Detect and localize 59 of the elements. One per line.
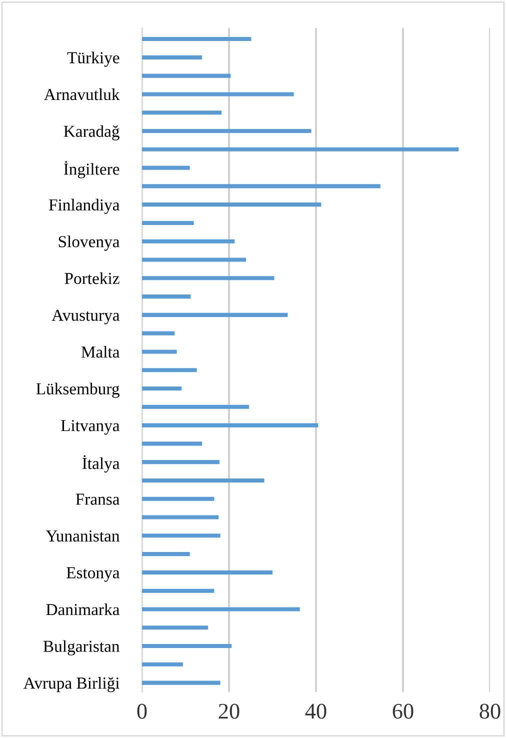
bar: [142, 442, 202, 446]
x-tick-label: 80: [480, 704, 500, 719]
bar: [142, 423, 318, 428]
x-tick-label: 60: [392, 704, 414, 719]
x-tick-label: 20: [218, 704, 240, 719]
y-tick-label: Estonya: [66, 567, 120, 582]
bar: [142, 166, 190, 170]
bar: [142, 55, 202, 60]
y-tick-label: Lüksemburg: [36, 382, 120, 398]
bar: [142, 128, 312, 134]
y-tick-label: Avrupa Birliği: [24, 677, 120, 692]
bar: [142, 680, 220, 685]
bar: [142, 515, 219, 520]
bar: [142, 110, 222, 115]
y-tick-label: İtalya: [82, 455, 120, 473]
y-tick-label: İngiltere: [64, 160, 120, 178]
bar: [142, 552, 190, 556]
bar: [142, 607, 300, 612]
bar: [142, 460, 220, 464]
bar: [142, 147, 459, 152]
bar: [142, 496, 214, 501]
y-tick-label: Yunanistan: [46, 530, 120, 542]
bar: [142, 534, 220, 538]
x-tick-label: 40: [305, 704, 326, 719]
y-tick-label: Karadağ: [64, 125, 120, 140]
bar: [142, 294, 191, 299]
bar: [142, 312, 288, 317]
bar: [142, 202, 322, 207]
bar: [142, 239, 235, 244]
bar: [142, 74, 231, 78]
bar: [142, 92, 294, 96]
y-tick-label: Türkiye: [67, 52, 120, 67]
bar: [142, 331, 175, 336]
bar: [142, 662, 183, 666]
bar: [142, 37, 252, 42]
y-tick-label: Arnavutluk: [44, 88, 120, 100]
bar: [142, 184, 380, 188]
bar: [142, 626, 208, 630]
bar: [142, 258, 246, 262]
bar: [142, 386, 182, 391]
bar: [142, 478, 264, 482]
bar: [142, 588, 214, 593]
bar: [142, 220, 194, 225]
bar: [142, 644, 232, 648]
bar: [142, 350, 177, 354]
y-tick-label: Avusturya: [52, 310, 120, 324]
bar: [142, 570, 272, 574]
x-tick-label: 0: [137, 704, 147, 719]
y-tick-label: Bulgaristan: [43, 640, 120, 656]
bar: [142, 404, 250, 409]
y-tick-label: Slovenya: [58, 236, 120, 251]
y-tick-label: Finlandiya: [48, 198, 120, 214]
y-tick-label: Portekiz: [64, 272, 120, 284]
y-tick-label: Malta: [81, 346, 120, 358]
bar: [142, 368, 197, 372]
y-tick-label: Danimarka: [46, 603, 120, 616]
y-tick-label: Litvanya: [61, 420, 120, 435]
bar: [142, 276, 274, 280]
y-tick-label: Fransa: [76, 494, 120, 505]
